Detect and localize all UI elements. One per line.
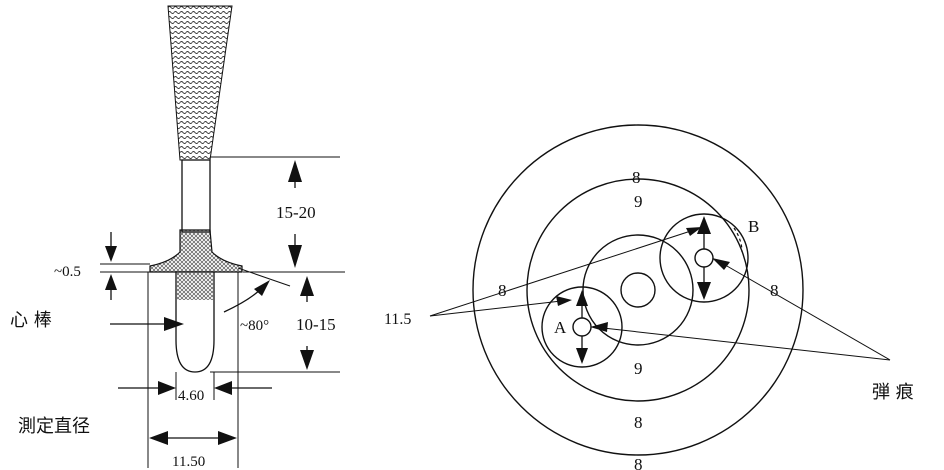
measure-diameter-label: 測定直径 <box>18 416 90 437</box>
dim-11-5-leaders <box>429 227 702 317</box>
dim-flange-label: ~0.5 <box>54 264 81 280</box>
outer-width-label: 11.50 <box>172 454 205 470</box>
bullet-hole-label: 弾 痕 <box>872 382 914 403</box>
ring-center <box>620 272 656 308</box>
dim-4-60-arrows <box>118 372 272 400</box>
ring-outer <box>472 124 804 456</box>
gauge-flange <box>149 229 243 273</box>
bullet-hole-b <box>694 248 714 268</box>
mandrel-label: 心 棒 <box>10 310 52 331</box>
ring-label-middle-bottom: 9 <box>634 359 643 378</box>
dim-11-5-label: 11.5 <box>384 311 411 328</box>
hit-b-arrows <box>697 216 711 300</box>
angle-indicator <box>223 267 291 313</box>
inner-width-label: 4.60 <box>178 388 204 404</box>
dim-flange-arrows <box>105 232 117 300</box>
hit-a-arrows <box>576 290 588 364</box>
dim-10-15-label: 10-15 <box>296 315 336 334</box>
mandrel-pointer <box>110 317 184 331</box>
ring-label-middle-top: 9 <box>634 192 643 211</box>
bullet-hole-a <box>572 317 592 337</box>
b-partial-arc <box>733 227 743 253</box>
ring-label-middle-left: 8 <box>498 281 507 300</box>
ring-label-outer-top: 8 <box>632 168 641 187</box>
ring-label-outer-bottom-partial: 8 <box>634 455 643 470</box>
ring-inner <box>582 234 694 346</box>
angle-label: ~80° <box>240 318 269 334</box>
bullet-hole-leaders <box>590 258 891 361</box>
point-b-label: B <box>748 217 759 236</box>
gauge-shaft <box>181 159 211 233</box>
target-figure: 8 9 8 8 9 8 8 A B 11.5 弾 痕 <box>384 124 914 470</box>
gauge-plug-hatch <box>177 272 213 300</box>
ring-label-outer-bottom: 8 <box>634 413 643 432</box>
ring-middle <box>526 178 750 402</box>
point-a-label: A <box>554 318 567 337</box>
dim-11-50-arrows <box>149 431 237 445</box>
hit-circle-b <box>659 213 749 303</box>
hit-circle-a <box>541 286 623 368</box>
dim-15-20-label: 15-20 <box>276 203 316 222</box>
dim-15-20-arrows <box>288 160 302 268</box>
gauge-figure: 15-20 ~0.5 10-15 ~80° 4.60 11.50 心 棒 測定直… <box>10 5 345 470</box>
gauge-handle <box>167 5 233 161</box>
ring-label-middle-right: 8 <box>770 281 779 300</box>
dim-10-15-arrows <box>300 276 314 370</box>
